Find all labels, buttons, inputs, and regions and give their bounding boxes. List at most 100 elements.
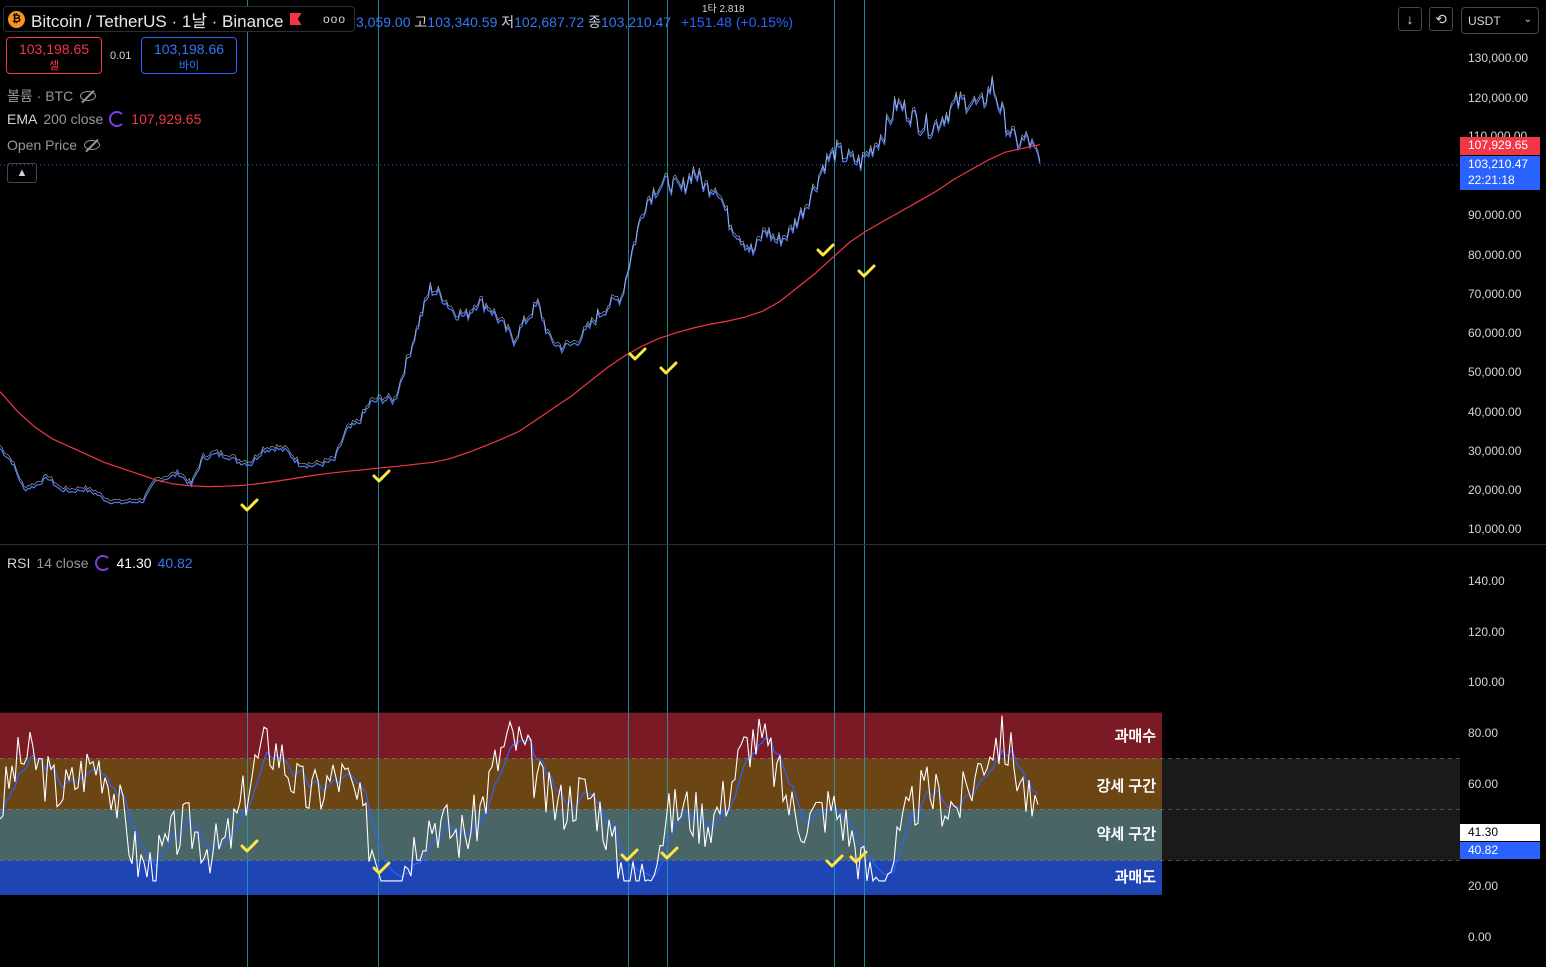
price-tick: 130,000.00 bbox=[1468, 51, 1529, 65]
check-icon bbox=[240, 498, 259, 512]
rsi-range-bg bbox=[1162, 758, 1460, 861]
volume-legend[interactable]: 볼륨 · BTC bbox=[7, 86, 97, 106]
top-marker: 1타 2.818 bbox=[702, 4, 745, 15]
rsi-series bbox=[0, 715, 1039, 883]
sell-button[interactable]: 103,198.65 셀 bbox=[6, 37, 102, 74]
sync-icon[interactable] bbox=[109, 111, 126, 127]
high-value: 103,340.59 bbox=[427, 14, 498, 30]
rsi-tick: 100.00 bbox=[1468, 675, 1505, 689]
eye-off-icon[interactable] bbox=[79, 90, 97, 102]
open-price-label: Open Price bbox=[7, 137, 78, 153]
rsi-ma-tag: 40.82 bbox=[1460, 842, 1540, 859]
rsi-value: 41.30 bbox=[116, 555, 152, 571]
low-value: 102,687.72 bbox=[514, 14, 585, 30]
strong-zone bbox=[0, 758, 1162, 810]
check-icon bbox=[240, 839, 259, 853]
sync-icon[interactable] bbox=[94, 555, 111, 571]
ema-name: EMA bbox=[7, 111, 38, 127]
rsi-zones bbox=[0, 712, 1460, 895]
sell-label: 셀 bbox=[48, 60, 60, 72]
check-icon bbox=[372, 469, 391, 483]
ema-value: 107,929.65 bbox=[131, 111, 202, 127]
rsi-name: RSI bbox=[7, 555, 31, 571]
ema-legend[interactable]: EMA 200 close 107,929.65 bbox=[7, 111, 201, 127]
rsi-params: 14 close bbox=[36, 555, 89, 571]
check-icon bbox=[628, 347, 647, 361]
check-icon bbox=[849, 850, 868, 864]
open-price-legend[interactable]: Open Price bbox=[7, 137, 101, 153]
price-tick: 40,000.00 bbox=[1468, 405, 1522, 419]
oversold-label: 과매도 bbox=[1114, 869, 1156, 886]
rsi-line bbox=[0, 715, 1039, 883]
currency-value: USDT bbox=[1468, 14, 1501, 28]
rsi-value-tag: 41.30 bbox=[1460, 824, 1540, 841]
change-value: +151.48 (+0.15%) bbox=[680, 14, 794, 30]
high-label: 고 bbox=[414, 14, 428, 30]
rsi-ma-line bbox=[0, 737, 1039, 878]
check-icon bbox=[372, 861, 391, 875]
price-tick: 50,000.00 bbox=[1468, 365, 1522, 379]
ema-series bbox=[0, 144, 1041, 488]
rsi-tick: 20.00 bbox=[1468, 879, 1499, 893]
rsi-tick: 0.00 bbox=[1468, 930, 1492, 944]
buy-label: 바이 bbox=[178, 60, 200, 72]
overbought-label: 과매수 bbox=[1114, 728, 1156, 745]
check-icon bbox=[659, 361, 678, 375]
last-price-value: 103,210.47 bbox=[1468, 157, 1529, 171]
price-line bbox=[0, 78, 1041, 505]
buy-price: 103,198.66 bbox=[153, 41, 225, 57]
price-tick: 90,000.00 bbox=[1468, 208, 1522, 222]
check-icon bbox=[660, 846, 679, 860]
ema-params: 200 close bbox=[43, 111, 104, 127]
spread: 0.01 bbox=[110, 50, 132, 62]
rsi-tick: 60.00 bbox=[1468, 777, 1499, 791]
volume-label: 볼륨 · BTC bbox=[7, 88, 74, 104]
ema-price-tag: 107,929.65 bbox=[1460, 137, 1540, 155]
symbol-title[interactable]: Bitcoin / TetherUS · 1날 · Binance bbox=[31, 11, 284, 31]
check-markers bbox=[240, 243, 876, 875]
rsi-legend[interactable]: RSI 14 close 41.30 40.82 bbox=[7, 555, 193, 571]
overbought-zone bbox=[0, 712, 1162, 759]
symbol-box[interactable]: ₿ Bitcoin / TetherUS · 1날 · Binance ooo bbox=[3, 6, 355, 32]
rsi-ma-value: 40.82 bbox=[157, 555, 193, 571]
check-icon bbox=[816, 243, 835, 257]
price-tick: 30,000.00 bbox=[1468, 444, 1522, 458]
eye-off-icon[interactable] bbox=[83, 139, 101, 151]
open-value: 3,059.00 bbox=[356, 14, 411, 30]
currency-select[interactable]: USDT ⌄ bbox=[1461, 7, 1539, 34]
collapse-legend-button[interactable]: ▲ bbox=[7, 163, 37, 183]
rsi-tick: 80.00 bbox=[1468, 726, 1499, 740]
bitcoin-logo-icon: ₿ bbox=[8, 10, 25, 28]
price-candle-wicks bbox=[0, 75, 1041, 502]
low-label: 저 bbox=[501, 14, 515, 30]
countdown: 22:21:18 bbox=[1468, 173, 1515, 187]
weak-zone-label: 약세 구간 bbox=[1096, 826, 1156, 843]
more-icon[interactable]: ooo bbox=[322, 12, 346, 26]
price-tick: 10,000.00 bbox=[1468, 522, 1522, 536]
price-tick: 70,000.00 bbox=[1468, 287, 1522, 301]
price-series bbox=[0, 75, 1041, 505]
refresh-icon[interactable]: ⟲ bbox=[1429, 7, 1453, 31]
price-tick: 20,000.00 bbox=[1468, 483, 1522, 497]
close-label: 종 bbox=[588, 14, 601, 30]
last-price-tag: 103,210.47 22:21:18 bbox=[1460, 156, 1540, 190]
close-value: 103,210.47 bbox=[601, 14, 672, 30]
arrow-down-icon[interactable]: ↓ bbox=[1398, 7, 1422, 31]
weak-zone bbox=[0, 809, 1162, 861]
rsi-tick: 140.00 bbox=[1468, 574, 1505, 588]
check-icon bbox=[620, 848, 639, 862]
price-tick: 80,000.00 bbox=[1468, 248, 1522, 262]
check-icon bbox=[857, 264, 876, 278]
strong-zone-label: 강세 구간 bbox=[1096, 778, 1156, 795]
oversold-zone bbox=[0, 860, 1162, 895]
rsi-tick: 120.00 bbox=[1468, 625, 1505, 639]
ema-line bbox=[0, 144, 1041, 488]
ohlc-readout: 3,059.00 고103,340.59 저102,687.72 종103,21… bbox=[356, 12, 793, 32]
chevron-down-icon: ⌄ bbox=[1523, 14, 1532, 25]
check-icon bbox=[825, 854, 844, 868]
flag-icon[interactable] bbox=[289, 13, 302, 25]
price-tick: 60,000.00 bbox=[1468, 326, 1522, 340]
price-tick: 120,000.00 bbox=[1468, 91, 1529, 105]
buy-button[interactable]: 103,198.66 바이 bbox=[141, 37, 237, 74]
